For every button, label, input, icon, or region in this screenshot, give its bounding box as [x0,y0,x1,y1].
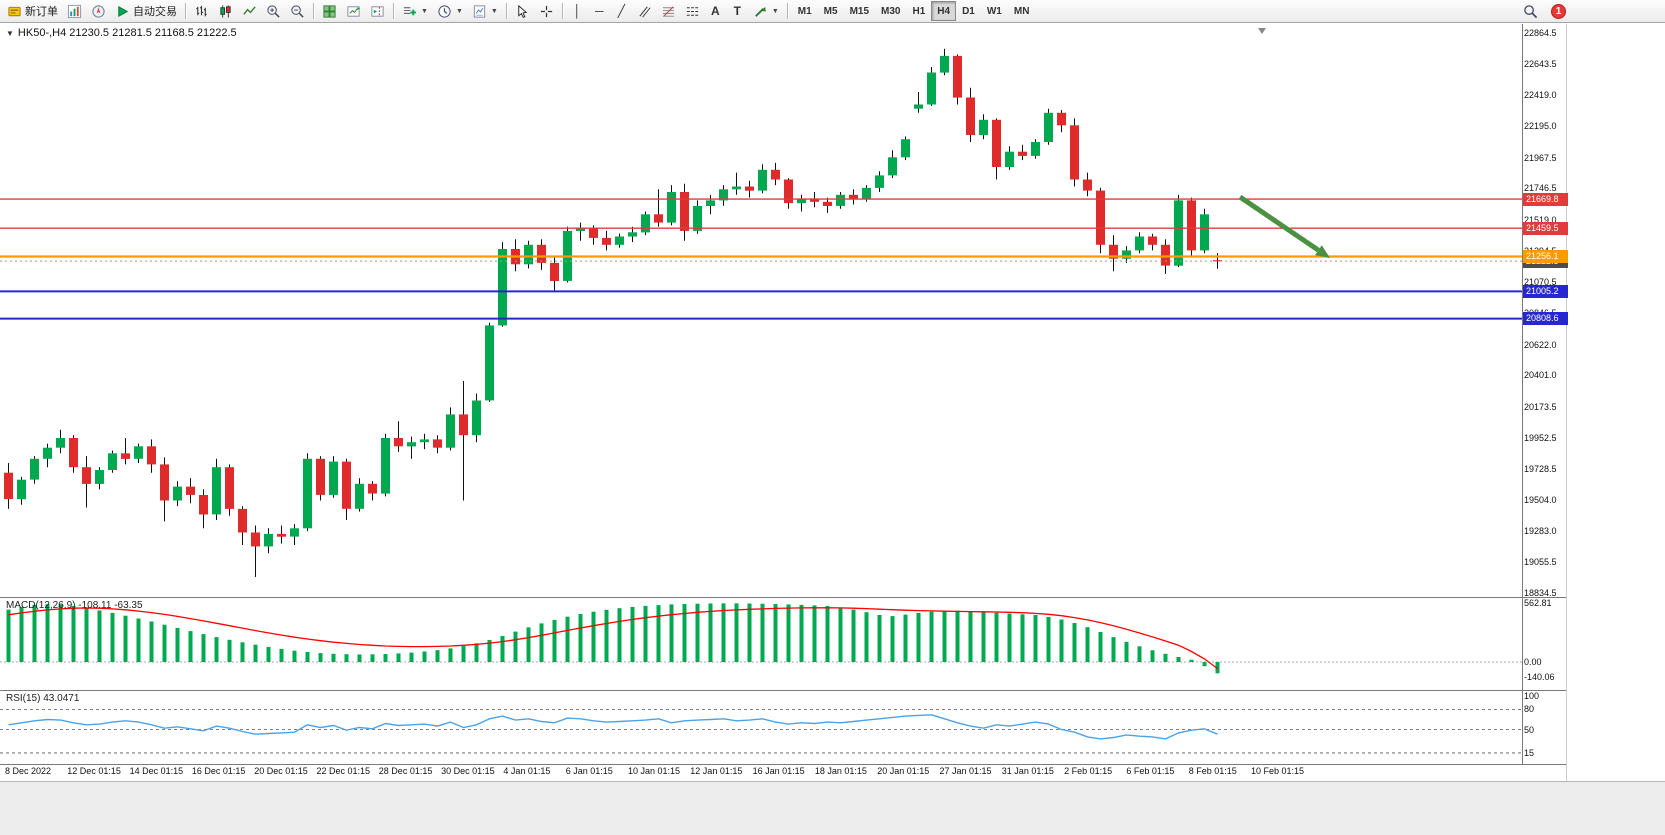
add-indicator-button[interactable]: ▼ [398,1,432,21]
toolbar-separator [185,3,186,19]
vline-tool-button[interactable]: │ [567,1,588,21]
zoom-out-button[interactable] [286,1,309,21]
line-chart-icon [243,5,256,15]
rsi-indicator-label: RSI(15) 43.0471 [6,693,80,704]
toolbar-separator [313,3,314,19]
collapse-triangle-icon[interactable]: ▼ [6,28,14,38]
shapes-tool-button[interactable]: ▼ [749,1,783,21]
macd-signal-line [8,607,1218,670]
macd-indicator-label: MACD(12,26,9) -108.11 -63.35 [6,600,143,611]
text-tool-button[interactable]: A [705,1,726,21]
periods-button[interactable]: ▼ [433,1,467,21]
auto-trading-icon [118,5,129,17]
timeframe-button-m1[interactable]: M1 [792,1,818,21]
chevron-down-icon: ▼ [421,7,428,15]
chart-shift-button[interactable] [366,1,389,21]
chart-ohlc-header: ▼ HK50-,H4 21230.5 21281.5 21168.5 21222… [6,27,237,39]
timeframe-button-d1[interactable]: D1 [956,1,981,21]
chevron-down-icon: ▼ [490,7,498,15]
main-toolbar: 新订单 自动交易 ▼ ▼ ▼ [0,0,1665,23]
timeframe-button-m5[interactable]: M5 [818,1,844,21]
trendline-icon: ╱ [617,3,625,18]
candlesticks-group [4,48,1222,577]
horizontal-lines-group[interactable] [0,198,1522,320]
levels-icon [686,6,698,16]
templates-button[interactable]: ▼ [468,1,502,21]
toolbar-separator [786,3,788,19]
navigator-icon [92,4,105,18]
market-watch-icon [67,4,82,18]
chevron-down-icon: ▼ [455,7,463,15]
channel-icon [639,6,651,17]
channel-tool-button[interactable] [633,1,656,21]
market-watch-button[interactable] [63,1,86,21]
toolbar-separator [505,3,507,19]
bar-chart-button[interactable] [190,1,213,21]
bar-chart-icon [196,5,207,16]
auto-trading-label: 自动交易 [133,6,177,18]
new-order-button[interactable]: 新订单 [3,1,62,21]
toolbar-right-group: 1 [1519,1,1566,21]
trendline-tool-button[interactable]: ╱ [611,1,632,21]
chevron-down-icon: ▼ [771,7,779,15]
fibonacci-tool-button[interactable] [657,1,680,21]
ohlc-text: HK50-,H4 21230.5 21281.5 21168.5 21222.5 [17,27,237,39]
tile-windows-icon [323,4,336,18]
auto-scroll-button[interactable] [342,1,365,21]
auto-scroll-icon [347,5,361,17]
macd-histogram [6,603,1220,674]
tile-windows-button[interactable] [318,1,341,21]
window-bottom-strip [0,781,1665,835]
cursor-button[interactable] [511,1,534,21]
toolbar-separator [561,3,563,19]
crosshair-button[interactable] [535,1,558,21]
hline-icon: ─ [595,3,604,18]
vline-icon: │ [573,3,582,18]
chart-shift-icon [371,5,384,17]
timeframe-group: M1 M5 M15 M30 H1 H4 D1 W1 MN [792,1,1036,21]
zoom-out-icon [291,4,304,18]
zoom-in-button[interactable] [262,1,285,21]
cursor-icon [518,4,528,18]
timeframe-button-m30[interactable]: M30 [875,1,906,21]
zoom-in-icon [267,4,280,18]
notification-badge[interactable]: 1 [1551,3,1566,19]
fibonacci-icon [662,5,674,17]
chart-shift-marker[interactable] [1258,28,1266,34]
timeframe-button-h1[interactable]: H1 [906,1,931,21]
new-order-label: 新订单 [25,6,58,18]
timeframe-button-mn[interactable]: MN [1008,1,1036,21]
hline-tool-button[interactable]: ─ [589,1,610,21]
line-chart-button[interactable] [238,1,261,21]
templates-icon [473,4,485,18]
label-icon: T [733,3,741,18]
shapes-icon [754,6,766,17]
candle-chart-icon [220,4,231,18]
timeframe-button-h4[interactable]: H4 [931,1,957,21]
periods-icon [438,4,451,18]
label-tool-button[interactable]: T [727,1,748,21]
search-button[interactable] [1519,1,1542,21]
search-icon [1524,4,1538,18]
trend-arrow-annotation[interactable] [1238,194,1330,258]
navigator-button[interactable] [87,1,110,21]
rsi-line [8,714,1218,740]
timeframe-button-m15[interactable]: M15 [844,1,875,21]
candle-chart-button[interactable] [214,1,237,21]
crosshair-icon [540,5,552,17]
toolbar-separator [393,3,394,19]
add-indicator-icon [403,6,417,15]
new-order-icon [8,6,21,16]
text-icon: A [710,3,720,18]
timeframe-button-w1[interactable]: W1 [981,1,1008,21]
levels-tool-button[interactable] [681,1,704,21]
auto-trading-button[interactable]: 自动交易 [111,1,181,21]
